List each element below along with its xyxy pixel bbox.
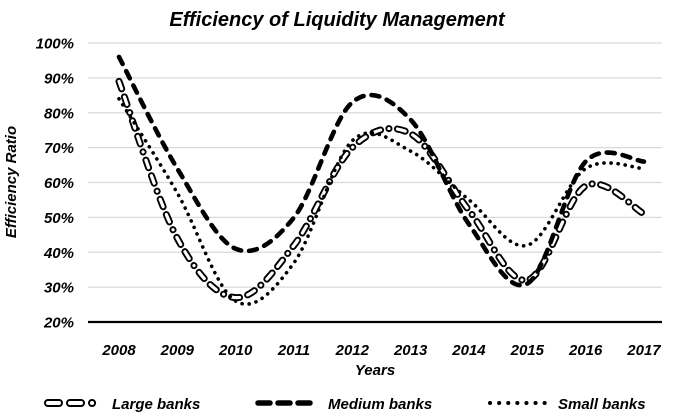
series-path-medium-banks — [116, 54, 647, 288]
y-tick-label: 60% — [44, 175, 74, 192]
x-tick-label: 2017 — [626, 342, 661, 359]
x-tick-label: 2012 — [335, 342, 370, 359]
chart-title: Efficiency of Liquidity Management — [169, 9, 506, 31]
legend-label-small-banks: Small banks — [558, 396, 646, 413]
x-tick-label: 2008 — [101, 342, 136, 359]
legend-item-medium-banks: Medium banks — [255, 396, 432, 413]
x-tick-label: 2016 — [568, 342, 603, 359]
y-tick-label: 100% — [36, 36, 74, 53]
x-tick-label: 2009 — [160, 342, 195, 359]
legend-item-large-banks: Large banks — [44, 396, 200, 413]
x-tick-label: 2013 — [393, 342, 428, 359]
x-axis-title: Years — [355, 362, 395, 379]
y-tick-label: 70% — [44, 140, 74, 157]
y-tick-label: 40% — [43, 245, 74, 262]
x-tick-label: 2010 — [218, 342, 253, 359]
x-tick-labels-group: 2008 2009 2010 2011 2012 2013 2014 2015 2016 2017 — [101, 342, 661, 359]
x-tick-label: 2015 — [510, 342, 545, 359]
y-tick-label: 20% — [43, 315, 74, 332]
y-tick-labels-group: 20% 30% 40% 50% 60% 70% 80% 90% 100% — [36, 36, 74, 332]
y-tick-label: 90% — [44, 70, 74, 87]
legend-item-small-banks: Small banks — [488, 396, 646, 413]
y-tick-label: 30% — [44, 280, 74, 297]
y-tick-label: 80% — [44, 105, 74, 122]
y-axis-title: Efficiency Ratio — [3, 126, 20, 238]
legend-label-medium-banks: Medium banks — [328, 396, 432, 413]
series-path-large-banks — [115, 77, 648, 302]
series-group — [115, 54, 648, 306]
legend-label-large-banks: Large banks — [112, 396, 200, 413]
y-tick-label: 50% — [44, 210, 74, 227]
x-tick-label: 2011 — [277, 342, 310, 359]
series-path-small-banks — [117, 97, 646, 306]
x-tick-label: 2014 — [451, 342, 486, 359]
series-path-large-banks — [117, 79, 646, 300]
legend: Large banks Medium banks Small banks — [44, 396, 646, 413]
